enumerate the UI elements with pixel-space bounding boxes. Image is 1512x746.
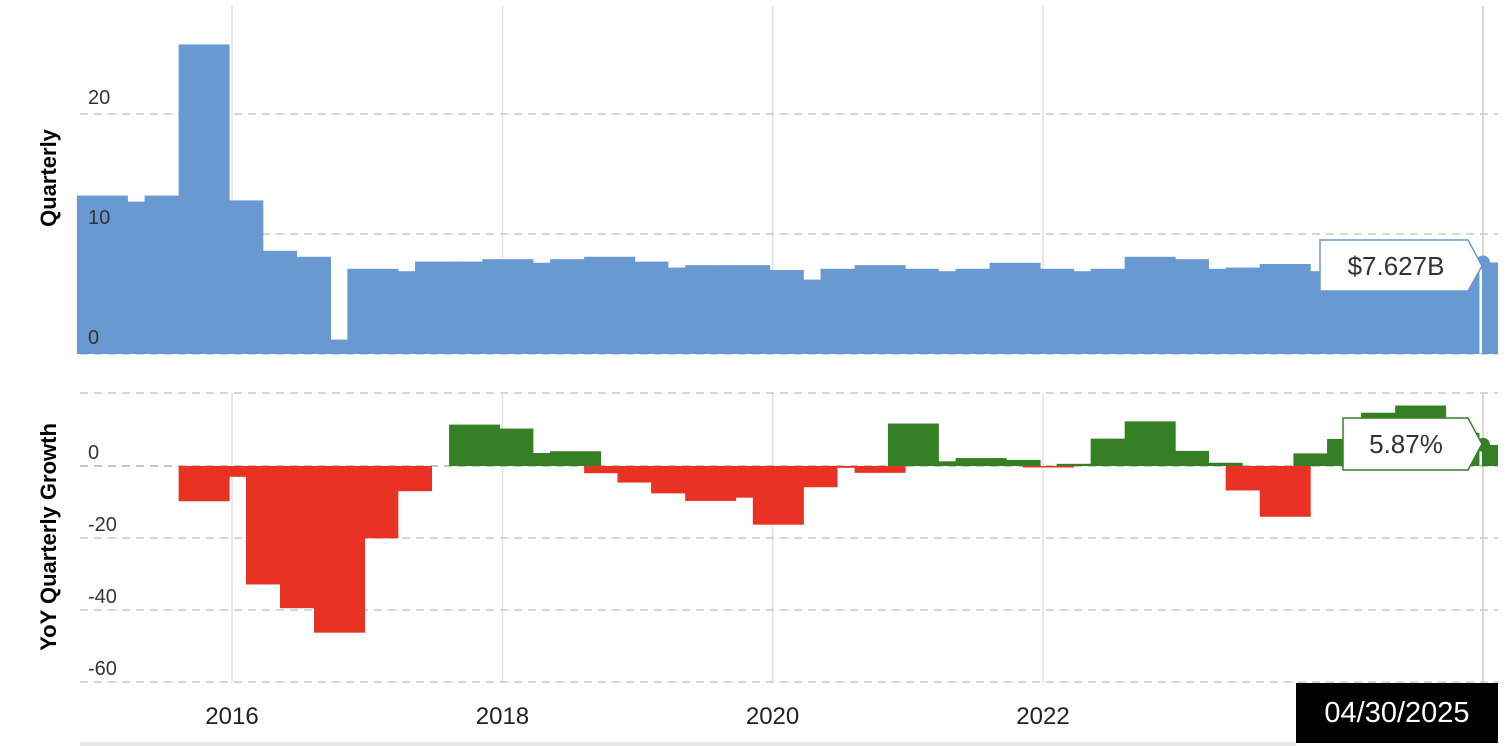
yoy-tooltip: 5.87%: [1342, 417, 1483, 471]
y-tick-label: 0: [88, 327, 99, 349]
yoy-growth-bar[interactable]: [786, 466, 838, 488]
y-tick-label: -60: [88, 658, 117, 680]
x-tick-label: 2022: [1016, 703, 1069, 730]
navigator-strip[interactable]: [80, 742, 1296, 746]
yoy-growth-bar[interactable]: [1191, 462, 1243, 466]
quarterly-bar[interactable]: [1482, 262, 1498, 354]
yoy-growth-bar[interactable]: [1259, 466, 1311, 517]
yoy-growth-bar[interactable]: [989, 459, 1041, 466]
yoy-axis-title: YoY Quarterly Growth: [36, 423, 61, 651]
yoy-growth-bar[interactable]: [1022, 466, 1074, 468]
y-tick-label: 10: [88, 207, 110, 229]
y-tick-label: -40: [88, 586, 117, 608]
quarterly-tooltip-value: $7.627B: [1348, 251, 1445, 281]
yoy-tooltip-value: 5.87%: [1369, 429, 1443, 459]
x-tick-label: 2020: [746, 703, 799, 730]
yoy-growth-bar[interactable]: [550, 451, 602, 466]
x-tick-label: 2018: [476, 703, 529, 730]
yoy-growth-bar[interactable]: [820, 466, 872, 468]
yoy-growth-bar[interactable]: [887, 423, 939, 466]
date-badge: 04/30/2025: [1296, 683, 1498, 743]
yoy-growth-bar[interactable]: [381, 466, 433, 492]
yoy-growth-bars: [178, 405, 1498, 633]
yoy-growth-bar[interactable]: [955, 458, 1007, 466]
yoy-growth-bar[interactable]: [921, 461, 973, 466]
yoy-growth-bar[interactable]: [212, 466, 264, 477]
x-tick-label: 2016: [205, 703, 258, 730]
yoy-growth-bar[interactable]: [854, 466, 906, 473]
yoy-growth-bar[interactable]: [1157, 450, 1209, 466]
yoy-growth-bar[interactable]: [584, 466, 636, 474]
yoy-growth-bar[interactable]: [1056, 463, 1108, 466]
axes: 2016 2018 2020 2022 0 10 20 0 -20 -40 -60: [88, 87, 1490, 730]
quarterly-bars: [76, 44, 1498, 355]
y-tick-label: 20: [88, 87, 110, 109]
quarterly-bar[interactable]: [280, 256, 332, 354]
y-tick-label: -20: [88, 514, 117, 536]
y-tick-label: 0: [88, 442, 99, 464]
quarterly-tooltip: $7.627B: [1319, 239, 1483, 292]
quarterly-axis-title: Quarterly: [36, 128, 61, 227]
